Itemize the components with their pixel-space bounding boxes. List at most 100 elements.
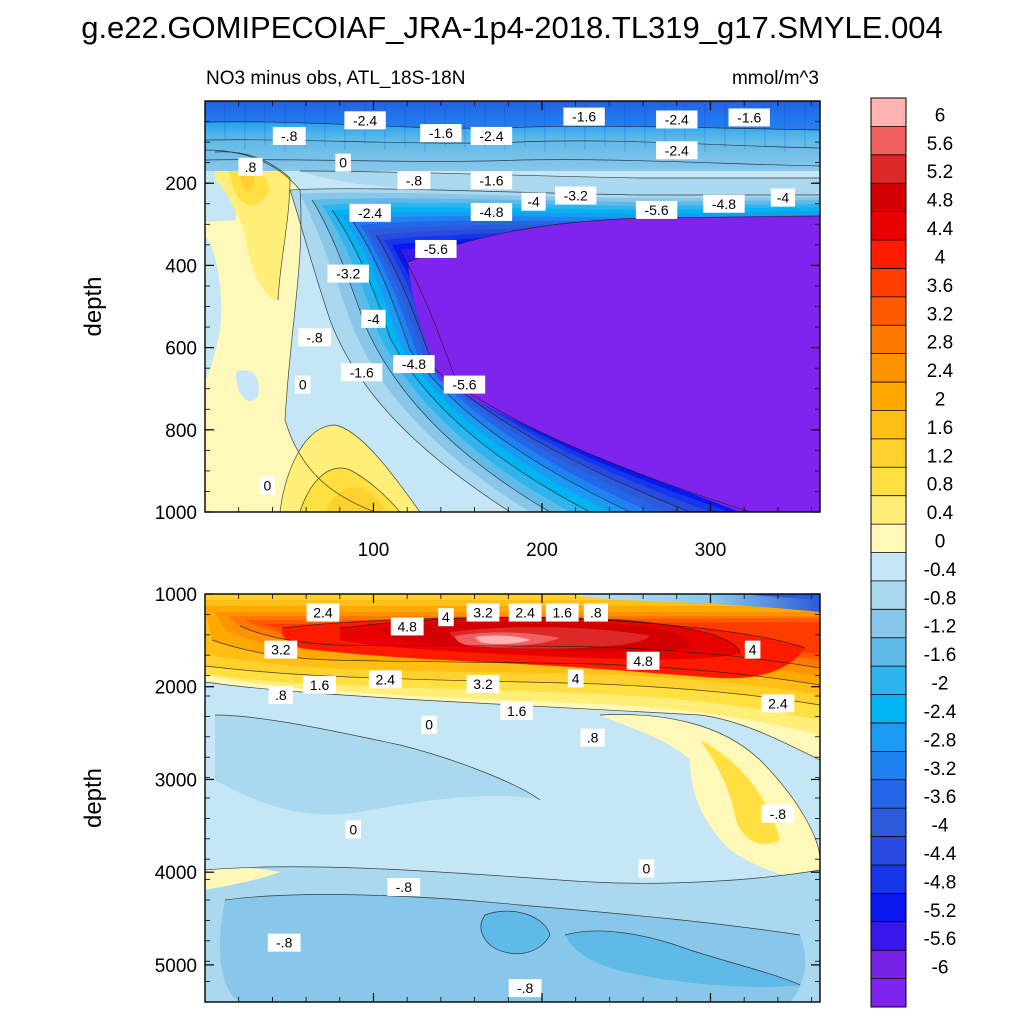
- y-tick-label: 1000: [155, 585, 197, 606]
- colorbar-label: -1.6: [924, 645, 957, 666]
- colorbar-swatch: [871, 495, 906, 525]
- colorbar-swatch: [871, 552, 906, 582]
- contour-label-box: [466, 674, 500, 693]
- contour-label-box: [583, 603, 609, 622]
- y-tick-label: 1000: [155, 503, 197, 524]
- colorbar-label: 4: [935, 247, 946, 268]
- y-tick-label: 4000: [155, 863, 197, 884]
- contour-label: -4.8: [479, 204, 503, 220]
- contour-label-box: [728, 108, 770, 127]
- contour-label-box: [563, 107, 605, 126]
- colorbar-swatch: [871, 722, 906, 752]
- contour-label-box: [264, 640, 298, 659]
- contour-label-box: [368, 670, 402, 689]
- y-tick-label: 800: [165, 421, 197, 442]
- colorbar-swatch: [871, 950, 906, 979]
- colorbar-label: 4.4: [927, 219, 954, 240]
- colorbar-label: -2.4: [924, 702, 957, 723]
- colorbar-swatch: [871, 98, 906, 127]
- colorbar-swatch: [871, 524, 906, 553]
- contour-label-box: [744, 640, 761, 659]
- colorbar-label: -4: [932, 816, 949, 837]
- contour-label: 0: [643, 860, 651, 876]
- contour-label: -.8: [406, 172, 423, 188]
- colorbar-swatch: [871, 382, 906, 411]
- colorbar-label: 0.8: [927, 475, 953, 496]
- x-tick-label: 200: [526, 540, 558, 561]
- contour-label-box: [626, 651, 660, 670]
- x-tick-label: 300: [695, 540, 727, 561]
- colorbar-swatch: [871, 779, 906, 809]
- colorbar-swatch: [871, 808, 906, 837]
- contour-label-box: [345, 820, 362, 839]
- contour-label: 0: [425, 717, 433, 733]
- contour-label-box: [761, 694, 795, 713]
- colorbar-label: -1.2: [924, 617, 957, 638]
- contour-label-box: [268, 686, 293, 705]
- contour-label: 2.4: [768, 695, 788, 711]
- x-tick-label: 100: [358, 540, 390, 561]
- contour-label: 4.8: [397, 618, 417, 634]
- contour-label-box: [267, 933, 301, 952]
- contour-label: 4: [442, 609, 450, 625]
- contour-label-box: [344, 111, 386, 130]
- contour-label: 0: [339, 155, 347, 171]
- contour-label-box: [390, 617, 424, 636]
- contour-label-box: [470, 171, 513, 190]
- colorbar-swatch: [871, 154, 906, 184]
- contour-label-box: [415, 239, 457, 258]
- contour-label-box: [420, 124, 462, 143]
- contour-label: -3.2: [336, 266, 360, 282]
- colorbar-swatch: [871, 836, 906, 866]
- contour-label: -4: [777, 190, 790, 206]
- colorbar-label: -5.2: [924, 901, 957, 922]
- contour-label-box: [443, 375, 486, 394]
- contour-label: 2.4: [376, 671, 396, 687]
- contour-label: .8: [590, 605, 602, 621]
- contour-label: 3.2: [473, 605, 493, 621]
- colorbar-label: -0.4: [924, 560, 957, 581]
- colorbar-label: -6: [932, 958, 949, 979]
- units-label: mmol/m^3: [732, 68, 819, 89]
- panel-subtitle: NO3 minus obs, ATL_18S-18N: [206, 68, 465, 89]
- contour-label-box: [567, 669, 584, 688]
- y-tick-label: 400: [165, 256, 197, 277]
- contour-label-box: [306, 603, 340, 622]
- contour-label: -4.8: [712, 196, 736, 212]
- contour-label: .8: [245, 159, 257, 175]
- contour-label: 0: [263, 477, 271, 493]
- colorbar-label: -4.8: [924, 872, 957, 893]
- colorbar-label: 2.4: [927, 361, 954, 382]
- figure-title: g.e22.GOMIPECOIAF_JRA-1p4-2018.TL319_g17…: [81, 10, 943, 45]
- contour-label-box: [656, 110, 698, 129]
- contour-label: -.8: [770, 806, 787, 822]
- contour-label-box: [303, 675, 336, 694]
- colorbar-swatch: [871, 296, 906, 326]
- colorbar-label: -5.6: [924, 929, 957, 950]
- contour-label-box: [545, 603, 579, 622]
- contour-label-box: [470, 126, 513, 145]
- y-tick-label: 3000: [155, 770, 197, 791]
- colorbar-swatch: [871, 438, 906, 468]
- colorbar-label: 2: [935, 389, 946, 410]
- colorbar-swatch: [871, 978, 906, 1008]
- colorbar-label: 2.8: [927, 333, 953, 354]
- contour-label-box: [508, 603, 542, 622]
- contour-label: -1.6: [350, 364, 374, 380]
- contour-label-box: [703, 194, 745, 213]
- contour-label: -4: [367, 311, 380, 327]
- contour-label-box: [638, 859, 655, 878]
- contour-label-box: [770, 188, 796, 207]
- contour-label: -1.6: [429, 125, 453, 141]
- upper-panel-field: [205, 101, 820, 512]
- contour-label-box: [438, 608, 454, 627]
- colorbar-swatch: [871, 126, 906, 156]
- colorbar-label: 4.8: [927, 191, 953, 212]
- contour-label-box: [335, 153, 351, 172]
- contour-label: 1.6: [507, 703, 527, 719]
- contour-label-box: [421, 715, 437, 734]
- colorbar-label: -4.4: [924, 844, 957, 865]
- colorbar-swatch: [871, 751, 906, 781]
- colorbar-swatch: [871, 240, 906, 269]
